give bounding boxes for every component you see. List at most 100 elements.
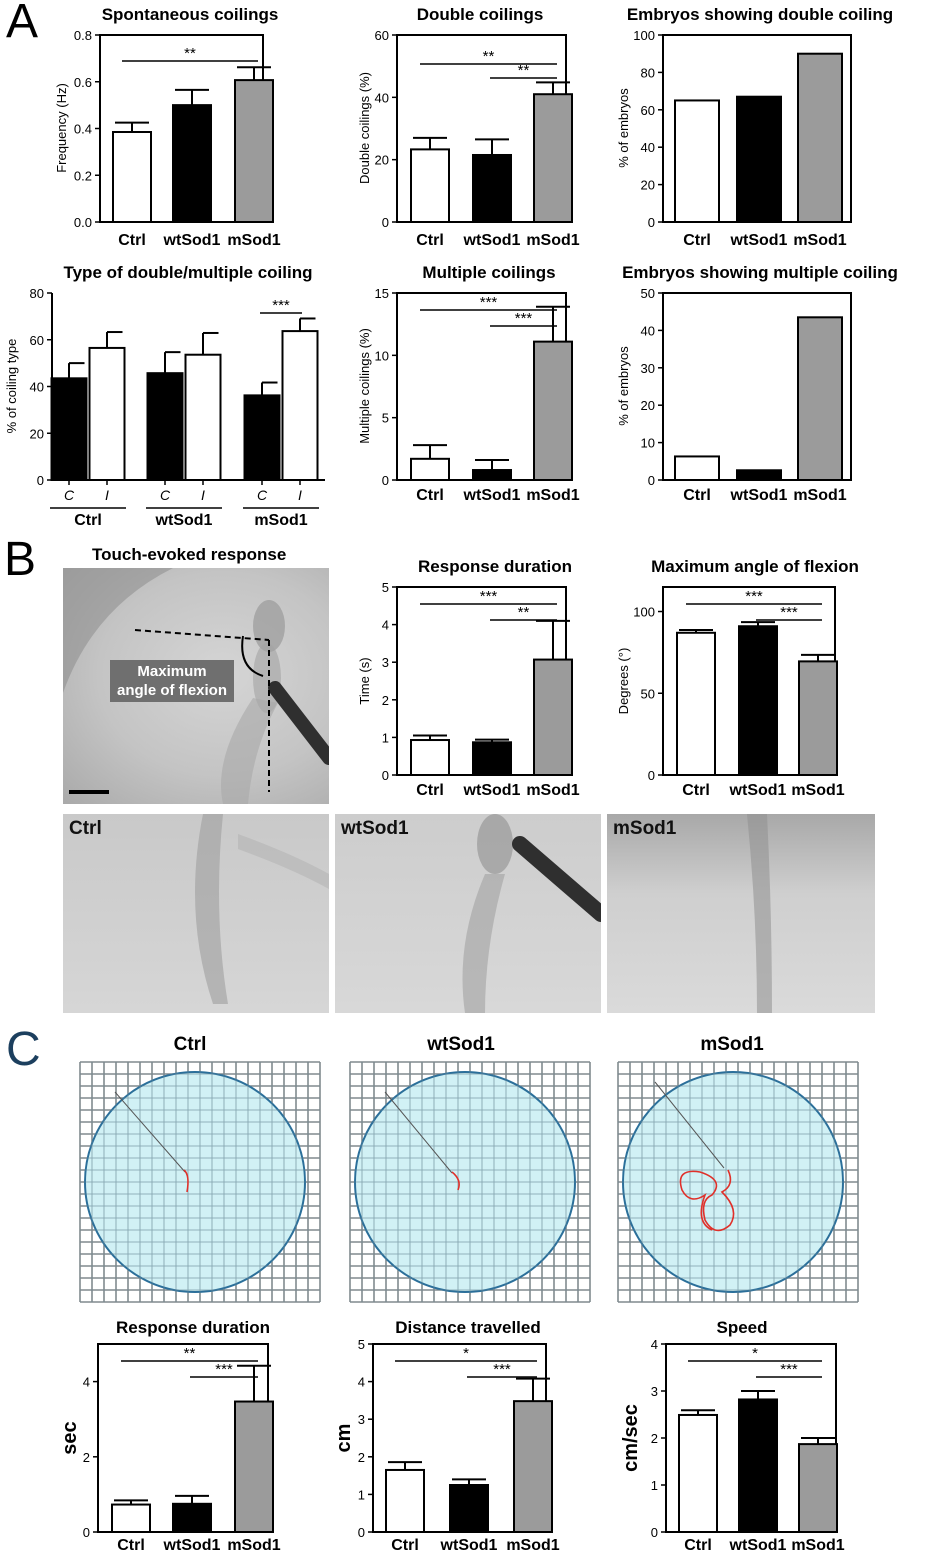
y-tick-label: 0 [37,473,44,488]
chart-title: Maximum angle of flexion [651,557,859,576]
x-tick-label: Ctrl [416,232,444,249]
x-tick-label: mSod1 [526,782,579,799]
swim-track [183,1169,189,1193]
y-tick-label: 0.6 [74,75,92,90]
x-subcategory-label: C [257,487,268,503]
x-tick-label: Ctrl [682,782,710,799]
y-tick-label: 20 [641,178,655,193]
y-tick-label: 100 [633,605,655,620]
y-tick-label: 5 [358,1337,365,1352]
panel-letter-a: A [6,0,39,48]
track-panel-ctrl [79,1061,321,1303]
x-tick-label: Ctrl [684,1537,712,1553]
photo-strip-label-wtsod1: wtSod1 [341,818,409,839]
y-tick-label: 10 [375,348,389,363]
bar-ctrl [674,99,720,223]
y-axis-label: Time (s) [357,657,372,704]
y-tick-label: 5 [382,580,389,595]
y-tick-label: 0.8 [74,28,92,43]
probe-line [114,1091,186,1173]
x-tick-label: wtSod1 [463,487,521,504]
track-panel-wtsod1 [349,1061,591,1303]
annotation-line-1: Maximum [137,663,207,680]
chart-title: Response duration [116,1318,270,1337]
y-tick-label: 0 [648,473,655,488]
photo-strip-msod1: mSod1 [607,814,875,1013]
significance-label: *** [215,1361,233,1378]
chart-title: Embryos showing double coiling [627,5,893,24]
probe-line [654,1081,725,1169]
y-tick-label: 1 [358,1487,365,1502]
y-axis-label: cm [333,1424,355,1453]
x-tick-label: mSod1 [526,232,579,249]
bar-wtsod1 [738,1398,778,1533]
bar-wtsod1 [472,153,512,223]
y-tick-label: 4 [83,1375,90,1390]
swim-track [451,1171,460,1191]
significance-label: ** [483,48,495,65]
y-tick-label: 50 [641,286,655,301]
bar-ctrl [676,631,716,777]
bar-msod1 [798,660,838,777]
y-tick-label: 5 [382,411,389,426]
y-tick-label: 1 [382,730,389,745]
y-tick-label: 0 [651,1525,658,1540]
significance-label: *** [780,604,798,621]
y-tick-label: 0 [83,1525,90,1540]
x-tick-label: mSod1 [791,1537,844,1553]
bar-ctrl [410,457,450,482]
y-tick-label: 40 [641,323,655,338]
x-tick-label: Ctrl [416,782,444,799]
y-axis-label: Degrees (°) [616,648,631,715]
larva-tail-wtsod1 [462,814,601,1013]
touch-response-drawing [63,568,329,804]
track-title-ctrl: Ctrl [174,1034,207,1055]
chart-title: Spontaneous coilings [102,5,279,24]
y-tick-label: 40 [641,140,655,155]
track-panel-msod1 [617,1061,859,1303]
y-tick-label: 20 [641,398,655,413]
chart-title: Speed [716,1318,767,1337]
bar-wtsod1 [736,469,782,482]
significance-label: * [752,1345,758,1362]
y-axis-label: Multiple coilings (%) [357,328,372,444]
significance-label: ** [518,62,530,79]
bar-msod1 [513,1400,553,1533]
bar-wtsod1-c [146,372,184,481]
y-tick-label: 0 [648,768,655,783]
y-axis-label: cm/sec [620,1404,642,1472]
bar-ctrl [410,739,450,776]
annotation-line-2: angle of flexion [116,682,227,699]
significance-label: *** [745,588,763,605]
y-tick-label: 40 [30,380,44,395]
x-group-label: wtSod1 [155,512,213,529]
y-axis-label: % of coiling type [4,339,19,434]
significance-label: ** [184,45,196,62]
y-tick-label: 60 [641,103,655,118]
bar-wtsod1 [738,625,778,777]
bar-wtsod1 [449,1484,489,1533]
bar-wtsod1-i [184,353,222,481]
y-tick-label: 3 [651,1384,658,1399]
y-tick-label: 15 [375,286,389,301]
chart-title: Double coilings [417,5,544,24]
bar-msod1-i [281,330,319,481]
bar-msod1 [234,1400,274,1533]
x-subcategory-label: I [105,487,109,503]
y-axis-label: Double coilings (%) [357,72,372,184]
y-tick-label: 100 [633,28,655,43]
y-tick-label: 10 [641,436,655,451]
bar-wtsod1 [172,1502,212,1534]
touch-response-photo [63,568,329,804]
x-tick-label: mSod1 [227,1537,280,1553]
bar-ctrl [410,148,450,223]
x-group-label: Ctrl [74,512,102,529]
y-tick-label: 20 [375,153,389,168]
y-tick-label: 4 [358,1375,365,1390]
x-tick-label: mSod1 [791,782,844,799]
y-axis-label: % of embryos [616,346,631,426]
x-tick-label: wtSod1 [730,487,788,504]
swim-track [679,1169,735,1232]
y-axis-label: % of embryos [616,88,631,168]
max-angle-annotation: Maximum angle of flexion [110,660,234,702]
